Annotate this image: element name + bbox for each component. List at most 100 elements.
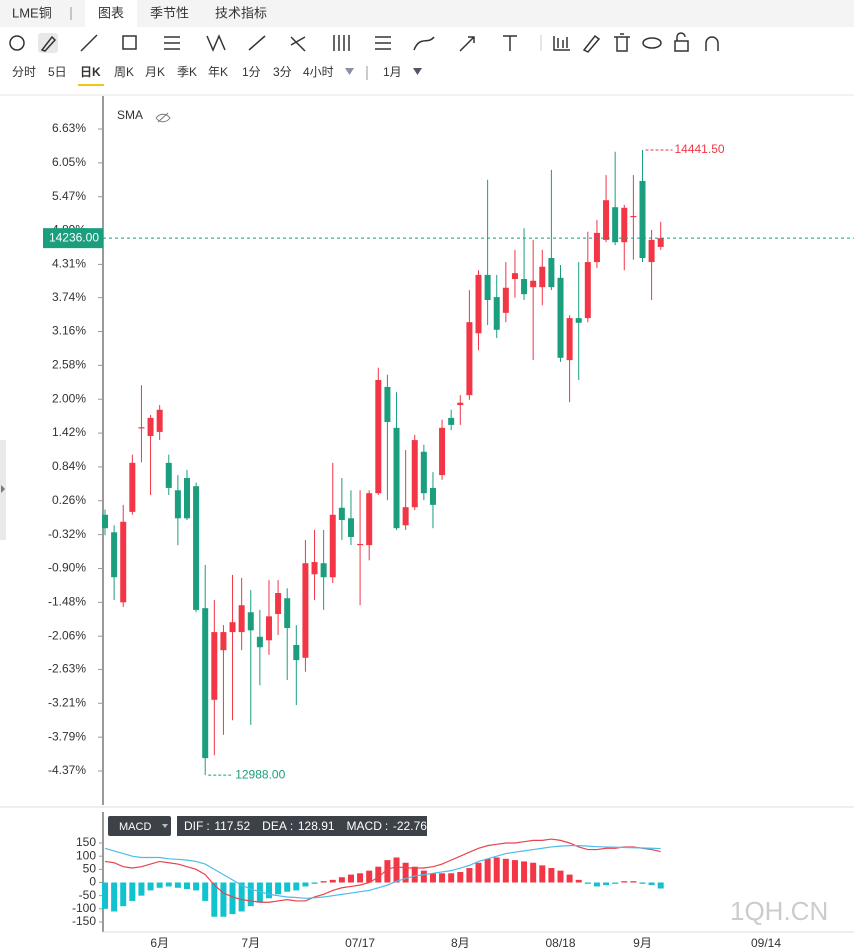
candle-body: [102, 514, 108, 529]
macd-bar: [111, 882, 118, 912]
tab[interactable]: LME铜: [12, 5, 52, 20]
y-tick-label: 3.74%: [52, 290, 86, 304]
period[interactable]: 1分: [242, 65, 261, 79]
period-active[interactable]: 日K: [80, 65, 101, 79]
tool-icon[interactable]: [413, 36, 435, 51]
macd-bar: [320, 881, 327, 883]
tool-icon[interactable]: [642, 37, 662, 49]
tab[interactable]: 图表: [98, 5, 124, 20]
period[interactable]: 分时: [12, 65, 36, 79]
tool-icon[interactable]: [290, 36, 306, 52]
tool-icon[interactable]: [614, 33, 630, 52]
macd-bar: [302, 882, 309, 887]
period[interactable]: 4小时: [303, 65, 334, 79]
tool-icon[interactable]: [248, 35, 266, 51]
macd-bar: [511, 860, 518, 883]
legend-sep: :: [385, 819, 388, 833]
tool-icon[interactable]: [674, 40, 689, 52]
tool-icon[interactable]: [333, 35, 350, 51]
tool-icon[interactable]: [164, 36, 180, 50]
tool-icon[interactable]: [80, 34, 98, 52]
legend-name: MACD: [347, 819, 383, 833]
period[interactable]: 1月: [383, 65, 402, 79]
y-tick-label: -3.21%: [48, 695, 86, 709]
period[interactable]: 周K: [114, 65, 134, 79]
candle-body: [302, 563, 309, 658]
macd-bar: [539, 865, 546, 883]
watermark: 1QH.CN: [730, 896, 828, 926]
indicator-name[interactable]: MACD: [119, 821, 151, 833]
candle-body: [183, 478, 190, 519]
tool-icon[interactable]: [553, 36, 570, 51]
legend-sep: :: [206, 819, 209, 833]
macd-bar: [648, 882, 655, 886]
candle-body: [284, 598, 291, 629]
candle-body: [174, 490, 181, 519]
x-tick-label: 7月: [241, 936, 260, 950]
candle-body: [265, 616, 272, 641]
candle-body: [502, 287, 509, 313]
candle-body: [429, 487, 436, 505]
macd-bar: [630, 881, 637, 883]
macd-bar: [183, 882, 190, 890]
y-tick-label: -150: [72, 914, 96, 928]
tool-icon[interactable]: [40, 35, 57, 52]
tool-icon[interactable]: [582, 34, 601, 53]
macd-line: [104, 845, 661, 899]
candle-body: [657, 238, 664, 247]
tool-icon[interactable]: [705, 36, 719, 51]
macd-bar: [375, 866, 382, 883]
tab[interactable]: 技术指标: [215, 5, 267, 20]
tab[interactable]: 季节性: [150, 5, 189, 20]
candle-body: [247, 612, 254, 631]
tool-icon: [676, 32, 686, 41]
candle-body: [375, 379, 382, 494]
tool-icon[interactable]: [122, 35, 137, 50]
period[interactable]: 5日: [48, 65, 67, 79]
macd-bar: [566, 874, 573, 883]
candle-body: [329, 514, 336, 578]
period[interactable]: 年K: [208, 65, 228, 79]
candle-body: [202, 608, 209, 759]
candle-body: [156, 409, 163, 432]
macd-bar: [593, 882, 600, 887]
period[interactable]: 月K: [145, 65, 165, 79]
candle-body: [420, 451, 427, 494]
candle-body: [138, 427, 145, 429]
macd-bar: [338, 877, 345, 883]
macd-line: [104, 838, 661, 903]
macd-bar: [102, 882, 108, 909]
y-tick-label: 2.58%: [52, 358, 86, 372]
legend-value: -22.76: [393, 819, 427, 833]
candle-body: [639, 180, 646, 258]
period[interactable]: 季K: [177, 65, 197, 79]
y-tick-label: 1.42%: [52, 425, 86, 439]
candle-body: [593, 232, 600, 263]
dropdown-caret[interactable]: [413, 68, 422, 75]
y-tick-label: 0: [89, 875, 96, 889]
tool-icon[interactable]: [459, 36, 475, 52]
tool-icon[interactable]: [503, 35, 517, 51]
candle-body: [566, 318, 573, 361]
macd-bar: [247, 882, 254, 907]
period[interactable]: 3分: [273, 65, 292, 79]
last-price-box: [43, 228, 103, 249]
macd-bar: [584, 882, 591, 884]
macd-bar: [366, 870, 373, 883]
tool-icon[interactable]: [375, 36, 391, 50]
candle-body: [630, 215, 637, 218]
indicator-dropdown[interactable]: [108, 816, 171, 836]
candles: [102, 150, 664, 776]
tool-icon[interactable]: [9, 35, 25, 51]
macd-bar: [439, 873, 446, 883]
macd-bar: [420, 870, 427, 883]
candle-body: [311, 562, 318, 575]
tool-icon[interactable]: [206, 34, 226, 52]
macd-bar: [165, 882, 172, 887]
low-label: 12988.00: [235, 767, 285, 781]
x-tick-label: 08/18: [545, 936, 575, 950]
dropdown-caret[interactable]: [345, 68, 354, 75]
candle-body: [466, 322, 473, 396]
hide-icon[interactable]: [155, 112, 171, 123]
